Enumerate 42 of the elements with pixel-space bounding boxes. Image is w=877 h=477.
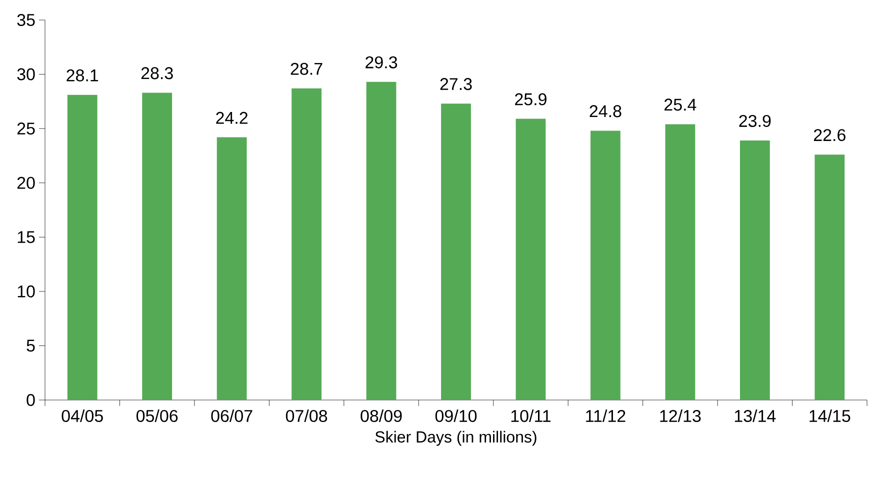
data-label: 24.2 (216, 112, 248, 124)
x-tick-label: 06/07 (211, 410, 252, 422)
y-tick-label: 20 (17, 176, 35, 189)
data-label: 28.3 (141, 67, 173, 80)
data-label: 23.9 (739, 114, 771, 127)
x-tick-label: 11/12 (586, 410, 626, 422)
x-tick-label: 05/06 (136, 410, 178, 422)
data-label: 27.3 (440, 78, 472, 90)
y-tick-label: 5 (26, 340, 35, 352)
x-axis-title: Skier Days (in millions) (375, 430, 536, 446)
bar (441, 104, 471, 400)
bar (814, 154, 845, 400)
bar (292, 88, 322, 400)
bar (516, 118, 546, 400)
bar (665, 124, 696, 400)
y-tick-label: 30 (17, 68, 35, 80)
bar (142, 92, 172, 400)
x-tick-label: 12/13 (660, 410, 701, 422)
data-label: 25.9 (515, 93, 546, 106)
bar (366, 82, 396, 400)
bar (216, 137, 247, 400)
y-tick-label: 25 (17, 122, 35, 135)
x-tick-label: 10/11 (511, 410, 551, 422)
bar (590, 130, 620, 400)
bar (740, 140, 770, 400)
data-label: 28.7 (290, 62, 322, 75)
y-tick-label: 35 (17, 14, 35, 26)
data-label: 24.8 (590, 105, 622, 118)
y-tick-label: 15 (18, 231, 35, 244)
x-tick-label: 08/09 (360, 410, 402, 422)
data-label: 25.4 (664, 98, 696, 111)
data-label: 28.1 (66, 69, 98, 82)
x-tick-label: 09/10 (435, 410, 477, 422)
data-label: 22.6 (814, 129, 846, 142)
y-tick-label: 0 (26, 394, 35, 406)
x-tick-label: 14/15 (810, 410, 850, 422)
x-tick-label: 07/08 (286, 410, 328, 422)
bar (67, 94, 98, 400)
x-tick-label: 04/05 (62, 410, 103, 422)
data-label: 29.3 (366, 56, 398, 68)
x-tick-label: 13/14 (734, 410, 776, 422)
y-tick-label: 10 (18, 285, 35, 298)
